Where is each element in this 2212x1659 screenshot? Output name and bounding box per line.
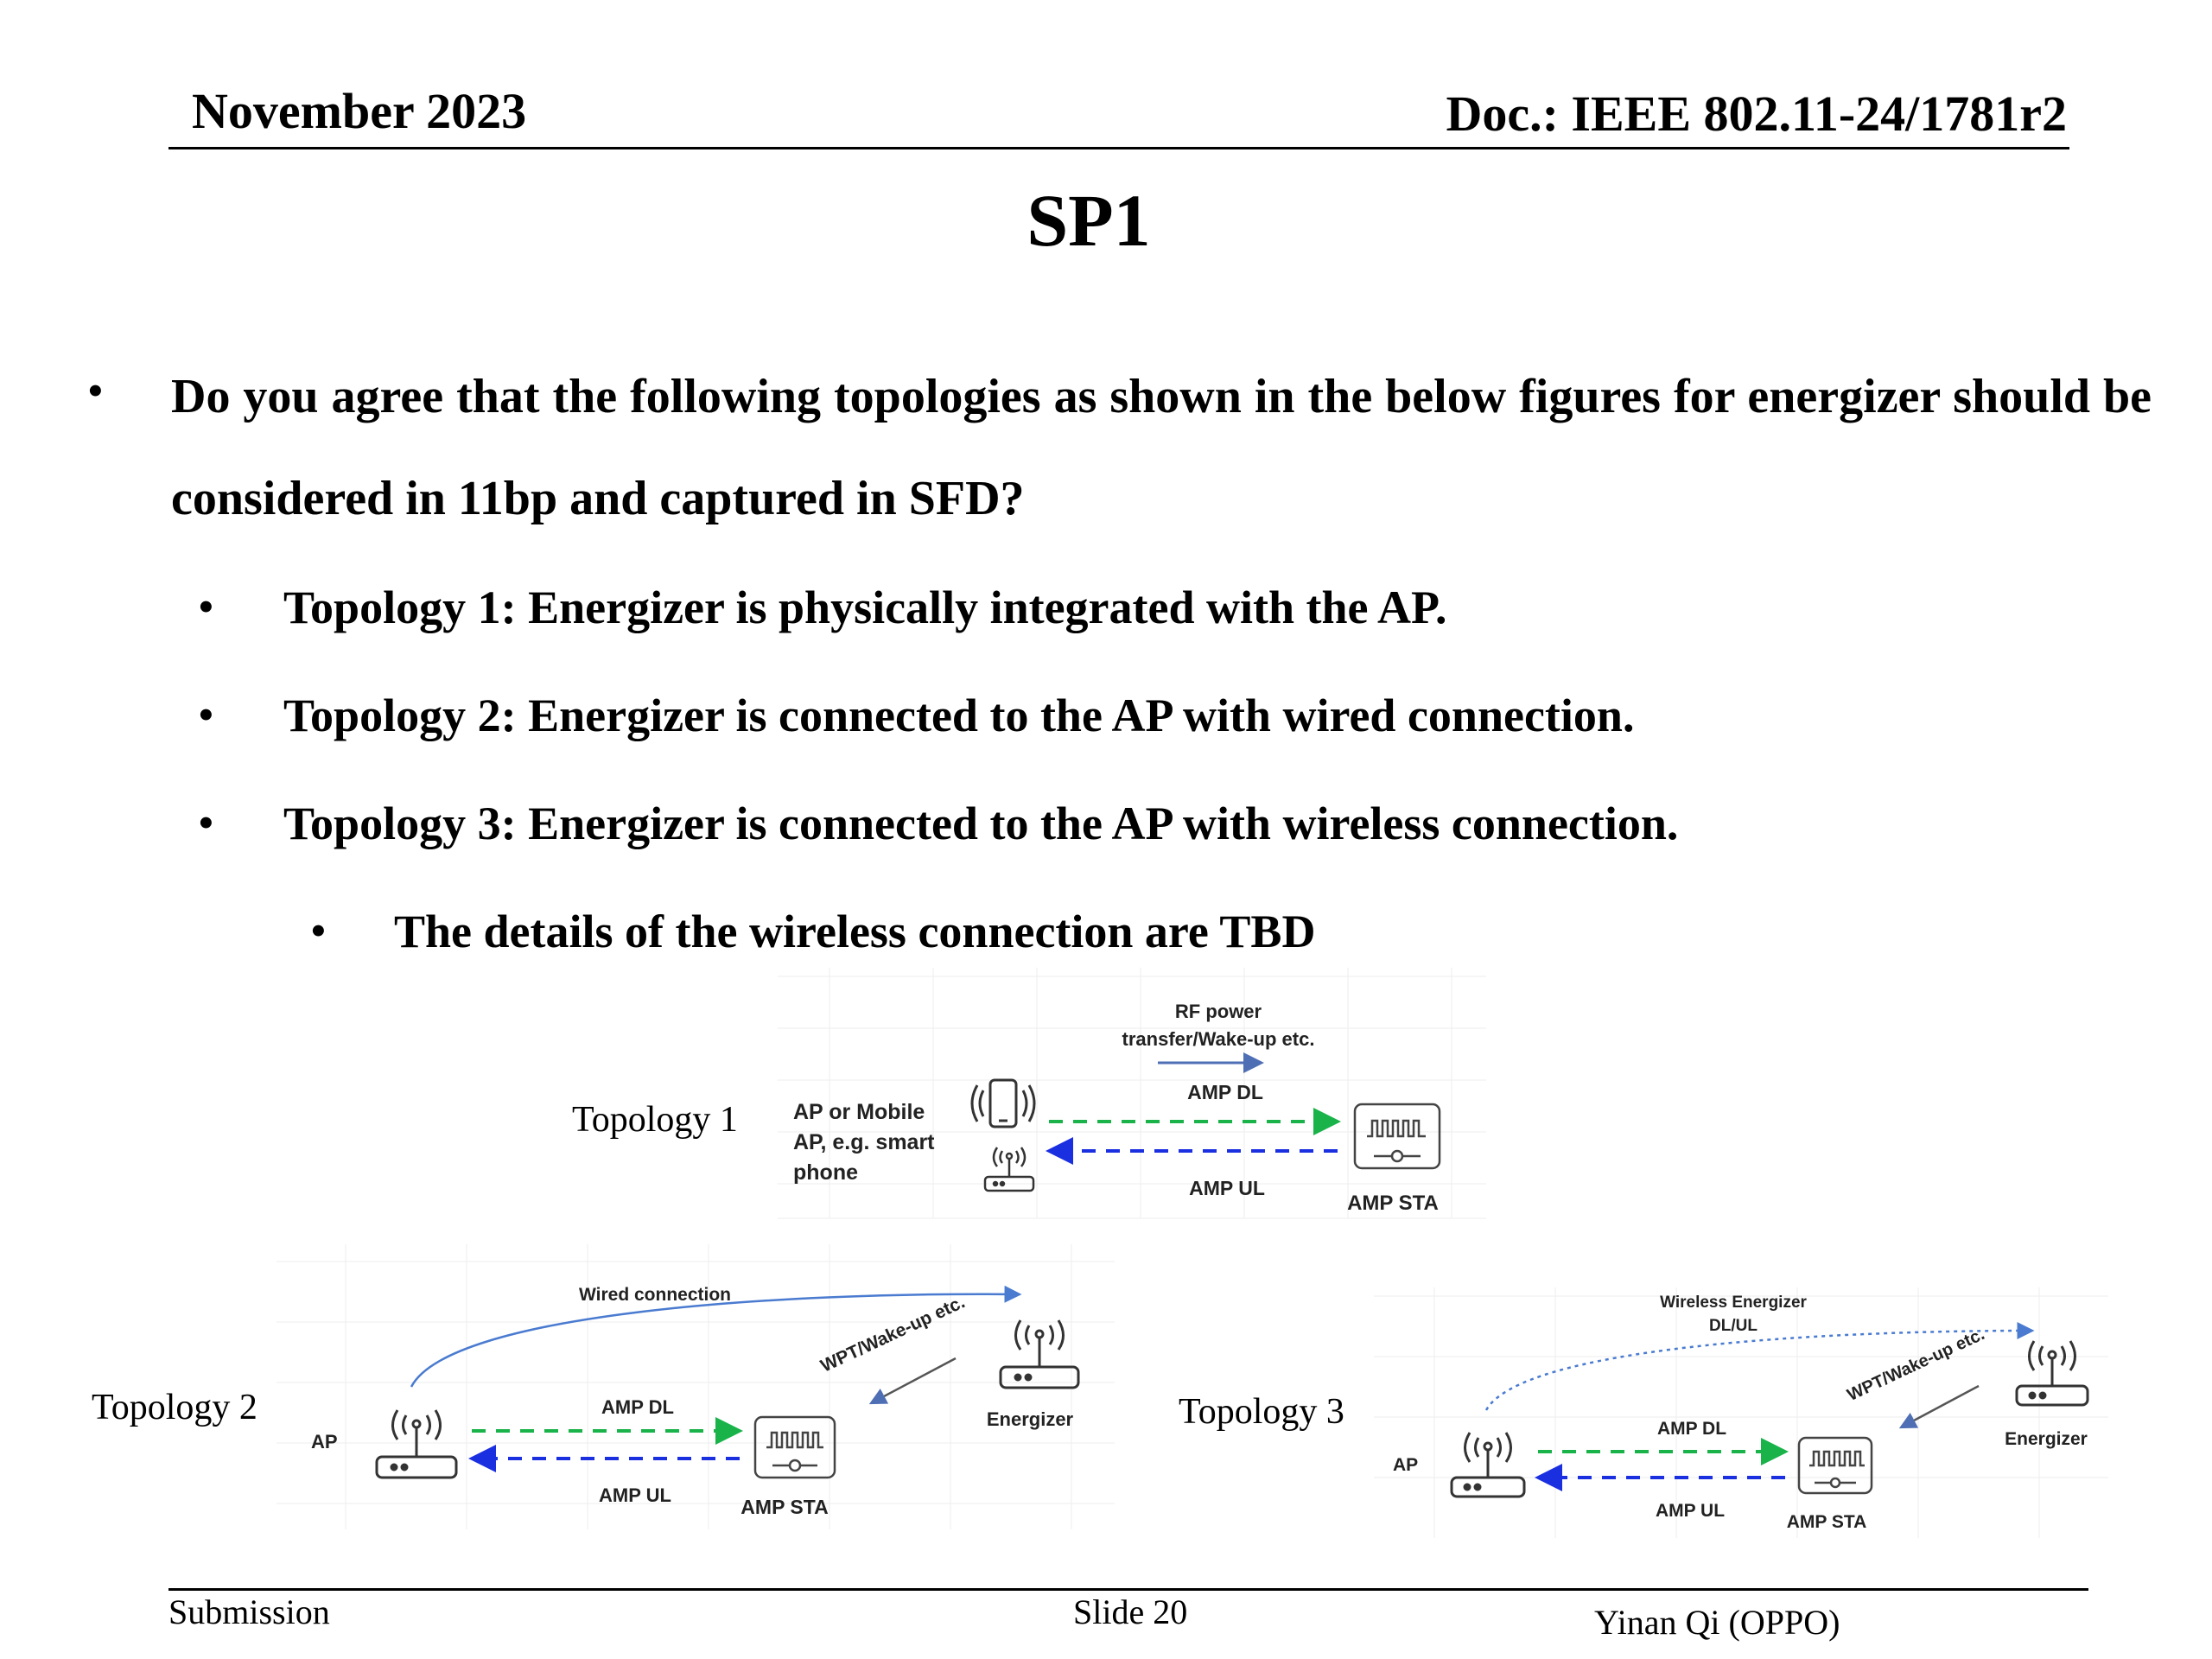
topology-2-label: Topology 2	[92, 1388, 257, 1427]
bullet-dot: •	[311, 908, 326, 954]
smartphone-icon	[970, 1078, 1036, 1128]
t1-ap-text-2: AP, e.g. smart	[793, 1130, 935, 1154]
t1-rf-text-1: RF power	[1175, 1001, 1262, 1022]
topology-3-item: Topology 3: Energizer is connected to th…	[283, 798, 1679, 849]
t3-wireless-text-2: DL/UL	[1709, 1317, 1758, 1335]
t3-energizer-router-icon	[2015, 1340, 2089, 1407]
bullet-dot: •	[88, 368, 103, 414]
t3-wireless-curve	[1484, 1322, 2035, 1411]
router-icon	[983, 1147, 1035, 1192]
slide-title: SP1	[1027, 179, 1151, 262]
t1-ap-text-3: phone	[793, 1160, 858, 1185]
t2-wired-label: Wired connection	[579, 1285, 731, 1305]
t3-wpt-arrow	[1898, 1384, 1980, 1429]
bullet-dot: •	[199, 692, 213, 738]
t2-wired-curve	[410, 1285, 1022, 1388]
t1-rf-text-2: transfer/Wake-up etc.	[1122, 1028, 1315, 1050]
t3-ul-label: AMP UL	[1656, 1501, 1725, 1521]
footer-author: Yinan Qi (OPPO)	[1594, 1603, 1840, 1642]
footer-slide-number: Slide 20	[1073, 1592, 1188, 1631]
topology-3-label: Topology 3	[1179, 1392, 1344, 1432]
header-doc-number: Doc.: IEEE 802.11-24/1781r2	[1446, 86, 2067, 142]
t3-amp-sta-icon	[1797, 1436, 1873, 1495]
footer-submission: Submission	[168, 1592, 330, 1631]
t1-ap-text-1: AP or Mobile	[793, 1100, 925, 1124]
topology-1-grid	[778, 968, 1486, 1219]
topology-2-item: Topology 2: Energizer is connected to th…	[283, 690, 1635, 741]
t2-ul-label: AMP UL	[599, 1484, 671, 1506]
t3-wireless-text-1: Wireless Energizer	[1660, 1294, 1807, 1312]
t2-energizer-label: Energizer	[987, 1408, 1074, 1430]
t1-amp-sta-icon	[1353, 1103, 1441, 1170]
topology-1-label: Topology 1	[572, 1100, 738, 1140]
topology-3-grid	[1374, 1287, 2108, 1538]
question-text: Do you agree that the following topologi…	[171, 370, 2152, 525]
t2-sta-label: AMP STA	[741, 1496, 828, 1518]
t2-dl-label: AMP DL	[601, 1396, 674, 1418]
footer-rule	[168, 1588, 2088, 1591]
t3-ap-label: AP	[1393, 1455, 1418, 1475]
topology-1-item: Topology 1: Energizer is physically inte…	[283, 582, 1447, 633]
t2-ap-router-icon	[375, 1409, 458, 1479]
t3-ap-router-icon	[1450, 1432, 1526, 1498]
t2-amp-sta-icon	[753, 1415, 836, 1479]
t1-ul-label: AMP UL	[1189, 1177, 1265, 1199]
header-rule	[168, 147, 2069, 149]
t1-dl-label: AMP DL	[1187, 1081, 1263, 1103]
t3-sta-label: AMP STA	[1787, 1512, 1867, 1532]
t1-sta-label: AMP STA	[1347, 1192, 1439, 1215]
topology-2-grid	[276, 1244, 1115, 1529]
t2-ap-label: AP	[311, 1431, 338, 1452]
t3-energizer-label: Energizer	[2005, 1429, 2088, 1449]
header-date: November 2023	[192, 83, 527, 139]
t2-energizer-router-icon	[999, 1319, 1080, 1389]
wireless-details-item: The details of the wireless connection a…	[394, 906, 1316, 957]
t3-dl-label: AMP DL	[1657, 1419, 1726, 1439]
bullet-dot: •	[199, 584, 213, 630]
bullet-dot: •	[199, 800, 213, 846]
t2-wpt-arrow	[868, 1357, 957, 1405]
